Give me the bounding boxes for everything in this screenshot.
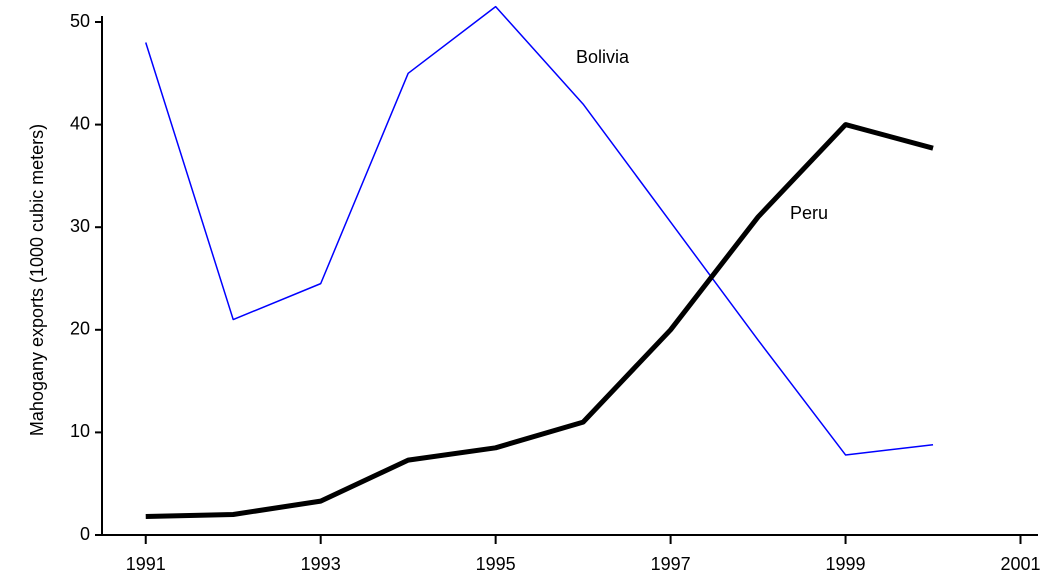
y-tick-label: 30 — [70, 216, 90, 236]
y-tick-label: 20 — [70, 319, 90, 339]
series-line — [145, 5, 934, 456]
y-tick-label: 10 — [70, 421, 90, 441]
x-tick-label: 1995 — [476, 554, 516, 574]
y-axis-label: Mahogany exports (1000 cubic meters) — [27, 124, 47, 436]
series-label: Bolivia — [576, 47, 630, 67]
x-tick-label: 1999 — [826, 554, 866, 574]
y-tick-label: 0 — [80, 524, 90, 544]
x-tick-label: 1993 — [301, 554, 341, 574]
x-tick-label: 1991 — [126, 554, 166, 574]
y-tick-label: 40 — [70, 113, 90, 133]
y-tick-label: 50 — [70, 11, 90, 31]
x-tick-label: 2001 — [1000, 554, 1040, 574]
series-label: Peru — [790, 203, 828, 223]
x-tick-label: 1997 — [651, 554, 691, 574]
series-line — [145, 122, 934, 520]
